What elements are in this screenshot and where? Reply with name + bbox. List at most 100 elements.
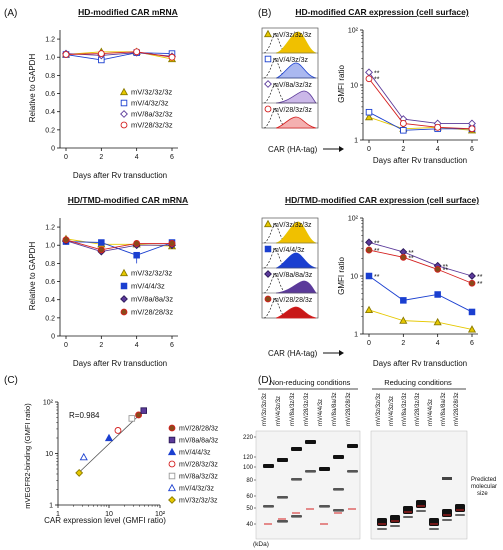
x-tick-label: 0 bbox=[367, 146, 371, 153]
control-histogram bbox=[263, 83, 287, 104]
mw-label: 50 bbox=[246, 506, 253, 512]
b-bottom-hist-arrowhead bbox=[339, 350, 344, 356]
y-tick-label: 1.0 bbox=[45, 243, 55, 250]
western-band bbox=[291, 515, 302, 518]
sample-histogram bbox=[275, 62, 317, 79]
d-predicted-line-2: molecular bbox=[471, 484, 497, 490]
histogram-label-marker bbox=[264, 105, 272, 113]
b-top-xlabel: Days after Rv transduction bbox=[373, 156, 467, 165]
histogram-label-marker bbox=[264, 55, 272, 63]
legend-marker bbox=[167, 483, 177, 492]
legend-marker bbox=[168, 496, 176, 504]
histogram-label-marker bbox=[264, 245, 272, 253]
data-point bbox=[133, 239, 141, 247]
western-band bbox=[390, 515, 400, 523]
western-band bbox=[442, 519, 452, 521]
histogram-label: mV/28/28/3z bbox=[273, 297, 313, 304]
legend-marker bbox=[168, 424, 176, 432]
x-tick-label: 4 bbox=[436, 146, 440, 153]
lane-label: mV/8a/3z/3z bbox=[402, 393, 408, 426]
histogram-label-marker bbox=[264, 295, 272, 303]
d-predicted-label: Predicted molecular size bbox=[471, 477, 499, 497]
panel-letter-d: (D) bbox=[258, 375, 272, 386]
legend-label: mV/4/3z/3z bbox=[179, 486, 215, 493]
control-histogram bbox=[263, 273, 287, 294]
a-top-axes: 0 0.2 0.4 0.6 0.8 1.0 1.2 0 2 4 6 bbox=[45, 30, 178, 161]
b-top-plot: **** bbox=[364, 68, 477, 134]
histogram-label: mV/8a/3z/3z bbox=[273, 82, 312, 89]
series-line bbox=[368, 309, 473, 330]
histogram-label: mV/8a/8a/3z bbox=[273, 272, 313, 279]
x-tick-label: 10 bbox=[105, 511, 113, 518]
legend-marker bbox=[120, 110, 128, 118]
y-tick-label: 0.6 bbox=[45, 91, 55, 98]
b-bottom-ylabel: GMFI ratio bbox=[337, 257, 346, 295]
y-tick-label: 1.0 bbox=[45, 55, 55, 62]
data-point bbox=[365, 75, 373, 83]
b-bottom-axes: 1 10 10² 0 2 4 6 bbox=[348, 216, 478, 347]
series-line bbox=[368, 78, 473, 130]
legend-marker bbox=[120, 295, 128, 303]
data-point bbox=[400, 297, 407, 304]
series-line bbox=[368, 111, 472, 131]
series-line bbox=[65, 239, 172, 251]
y-tick-label: 10² bbox=[348, 28, 359, 35]
legend-marker bbox=[120, 308, 128, 316]
significance-label: ** bbox=[374, 70, 380, 77]
x-tick-label: 6 bbox=[170, 154, 174, 161]
y-tick-label: 0.8 bbox=[45, 73, 55, 80]
y-tick-label: 10 bbox=[350, 274, 358, 281]
x-tick-label: 2 bbox=[99, 342, 103, 349]
x-tick-label: 1 bbox=[56, 511, 60, 518]
legend-label: mV/8a/3z/3z bbox=[179, 474, 218, 481]
significance-label: ** bbox=[408, 255, 414, 262]
c-legend: mV/28/28/3z mV/8a/8a/3z mV/4/4/3z mV/28/3z/… bbox=[167, 424, 219, 505]
data-point bbox=[133, 48, 141, 56]
western-band bbox=[347, 470, 358, 473]
legend-label: mV/28/28/3z bbox=[179, 426, 219, 433]
legend-label: mV/4/4/3z bbox=[179, 450, 211, 457]
western-band bbox=[291, 478, 302, 481]
series-line bbox=[368, 249, 473, 284]
western-band bbox=[333, 455, 344, 459]
lane-label: mV/8a/8a/3z bbox=[332, 392, 338, 426]
y-tick-label: 0.4 bbox=[45, 109, 55, 116]
c-xlabel: CAR expression level (GMFI ratio) bbox=[44, 516, 166, 525]
a-bottom-ylabel: Relative to GAPDH bbox=[28, 242, 37, 311]
western-band bbox=[377, 518, 387, 526]
significance-label: ** bbox=[374, 240, 380, 247]
b-bottom-title: HD/TMD-modified CAR expression (cell sur… bbox=[285, 195, 479, 205]
legend-marker bbox=[120, 121, 128, 129]
western-band bbox=[263, 505, 274, 508]
western-band bbox=[277, 496, 288, 499]
data-point bbox=[364, 112, 374, 121]
legend-marker bbox=[119, 87, 129, 96]
western-band bbox=[442, 509, 452, 517]
d-bands bbox=[263, 440, 465, 530]
panel-letter-a: (A) bbox=[4, 8, 17, 19]
scatter-point bbox=[135, 411, 142, 419]
histogram-label: mV/3z/3z/3z bbox=[273, 222, 312, 229]
scatter-point bbox=[79, 452, 88, 461]
significance-label: ** bbox=[443, 267, 449, 274]
histogram-label: mV/4/3z/3z bbox=[273, 57, 309, 64]
significance-label: ** bbox=[443, 264, 449, 271]
histogram-label: mV/4/4/3z bbox=[273, 247, 305, 254]
b-bottom-hist-xlabel: CAR (HA-tag) bbox=[268, 349, 318, 358]
y-tick-label: 1 bbox=[354, 138, 358, 145]
scatter-point bbox=[75, 468, 84, 477]
significance-label: ** bbox=[477, 274, 483, 281]
b-bottom-xlabel: Days after Rv transduction bbox=[373, 359, 467, 368]
data-point bbox=[62, 51, 70, 58]
western-band bbox=[455, 504, 465, 512]
scatter-point bbox=[114, 427, 122, 434]
legend-label: mV/8a/8a/3z bbox=[179, 438, 219, 445]
histogram-label: mV/3z/3z/3z bbox=[273, 32, 312, 39]
data-point bbox=[467, 325, 477, 333]
western-band bbox=[347, 444, 358, 448]
y-tick-label: 0 bbox=[51, 334, 55, 341]
legend-marker bbox=[168, 472, 176, 480]
series-line bbox=[65, 51, 173, 58]
y-tick-label: 1.2 bbox=[45, 37, 55, 44]
